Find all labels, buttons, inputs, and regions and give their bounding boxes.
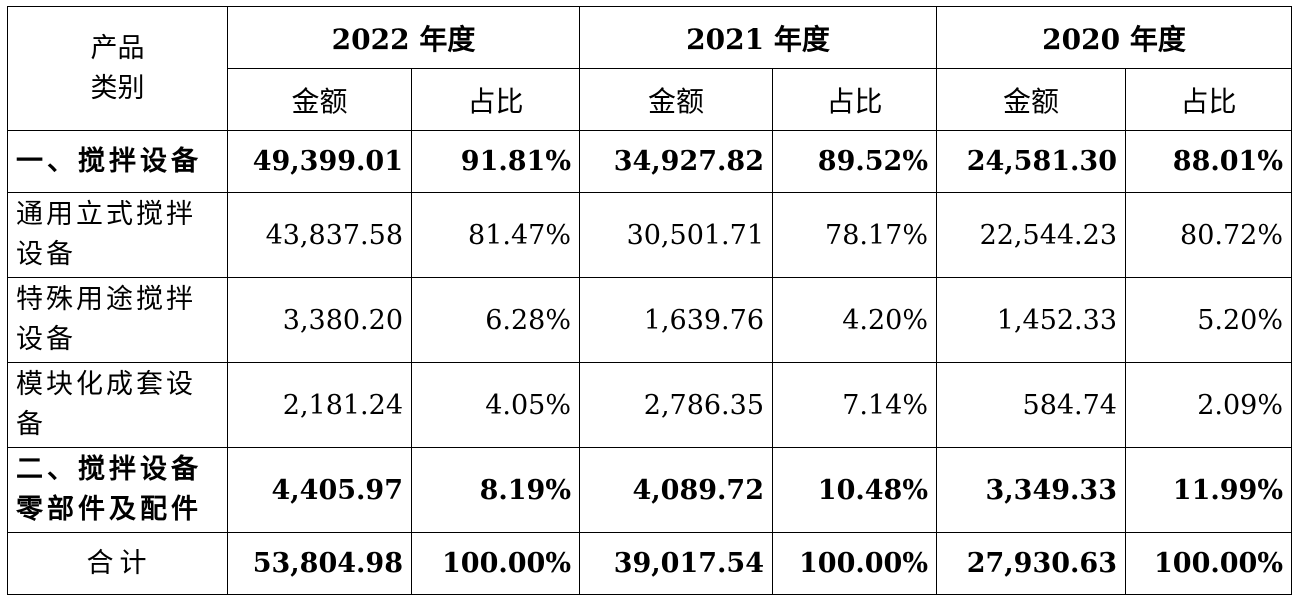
category-cell: 二、搅拌设备零部件及配件	[7, 447, 228, 533]
year-header-2021: 2021 年度	[579, 6, 937, 69]
amount-2021-cell: 34,927.82	[579, 130, 773, 193]
table-row-general-vertical: 通用立式搅拌设备 43,837.58 81.47% 30,501.71 78.1…	[7, 192, 1292, 278]
ratio-2022-cell: 91.81%	[411, 130, 580, 193]
amount-2022-cell: 53,804.98	[227, 532, 412, 595]
ratio-header-2021: 占比	[772, 68, 937, 131]
amount-2022-cell: 3,380.20	[227, 277, 412, 363]
year-header-2020: 2020 年度	[936, 6, 1292, 69]
ratio-2020-cell: 11.99%	[1125, 447, 1292, 533]
ratio-2021-cell: 10.48%	[772, 447, 937, 533]
amount-2020-cell: 3,349.33	[936, 447, 1126, 533]
year-header-2022: 2022 年度	[227, 6, 580, 69]
amount-2020-cell: 1,452.33	[936, 277, 1126, 363]
table-row-mixing-equipment: 一、搅拌设备 49,399.01 91.81% 34,927.82 89.52%…	[7, 130, 1292, 193]
ratio-2021-cell: 89.52%	[772, 130, 937, 193]
category-cell: 通用立式搅拌设备	[7, 192, 228, 278]
ratio-2020-cell: 100.00%	[1125, 532, 1292, 595]
amount-2021-cell: 1,639.76	[579, 277, 773, 363]
amount-2021-cell: 39,017.54	[579, 532, 773, 595]
amount-2020-cell: 24,581.30	[936, 130, 1126, 193]
category-header-line1: 产品	[90, 32, 145, 64]
category-cell: 模块化成套设备	[7, 362, 228, 448]
ratio-2020-cell: 88.01%	[1125, 130, 1292, 193]
ratio-2021-cell: 4.20%	[772, 277, 937, 363]
amount-header-2021: 金额	[579, 68, 773, 131]
amount-2022-cell: 2,181.24	[227, 362, 412, 448]
category-cell: 一、搅拌设备	[7, 130, 228, 193]
ratio-2022-cell: 8.19%	[411, 447, 580, 533]
product-category-revenue-table: 产品 类别 2022 年度 2021 年度 2020 年度 金额 占比 金额 占…	[7, 6, 1292, 595]
total-label-cell: 合计	[7, 532, 228, 595]
ratio-2020-cell: 5.20%	[1125, 277, 1292, 363]
amount-2021-cell: 30,501.71	[579, 192, 773, 278]
amount-header-2022: 金额	[227, 68, 412, 131]
table-row-modular-package: 模块化成套设备 2,181.24 4.05% 2,786.35 7.14% 58…	[7, 362, 1292, 448]
table-row-parts-accessories: 二、搅拌设备零部件及配件 4,405.97 8.19% 4,089.72 10.…	[7, 447, 1292, 533]
amount-2021-cell: 4,089.72	[579, 447, 773, 533]
header-row-years: 产品 类别 2022 年度 2021 年度 2020 年度	[7, 6, 1292, 131]
amount-2022-cell: 49,399.01	[227, 130, 412, 193]
table-row-total: 合计 53,804.98 100.00% 39,017.54 100.00% 2…	[7, 532, 1292, 595]
ratio-2020-cell: 2.09%	[1125, 362, 1292, 448]
ratio-2021-cell: 7.14%	[772, 362, 937, 448]
ratio-2020-cell: 80.72%	[1125, 192, 1292, 278]
amount-2022-cell: 43,837.58	[227, 192, 412, 278]
ratio-2021-cell: 78.17%	[772, 192, 937, 278]
ratio-2022-cell: 6.28%	[411, 277, 580, 363]
amount-2021-cell: 2,786.35	[579, 362, 773, 448]
ratio-header-2022: 占比	[411, 68, 580, 131]
amount-2020-cell: 27,930.63	[936, 532, 1126, 595]
ratio-2022-cell: 81.47%	[411, 192, 580, 278]
amount-2020-cell: 584.74	[936, 362, 1126, 448]
ratio-2021-cell: 100.00%	[772, 532, 937, 595]
category-header-cell: 产品 类别	[7, 6, 228, 131]
category-header-line2: 类别	[90, 72, 145, 104]
amount-2022-cell: 4,405.97	[227, 447, 412, 533]
ratio-header-2020: 占比	[1125, 68, 1292, 131]
amount-header-2020: 金额	[936, 68, 1126, 131]
table-row-special-purpose: 特殊用途搅拌设备 3,380.20 6.28% 1,639.76 4.20% 1…	[7, 277, 1292, 363]
ratio-2022-cell: 4.05%	[411, 362, 580, 448]
amount-2020-cell: 22,544.23	[936, 192, 1126, 278]
ratio-2022-cell: 100.00%	[411, 532, 580, 595]
category-cell: 特殊用途搅拌设备	[7, 277, 228, 363]
